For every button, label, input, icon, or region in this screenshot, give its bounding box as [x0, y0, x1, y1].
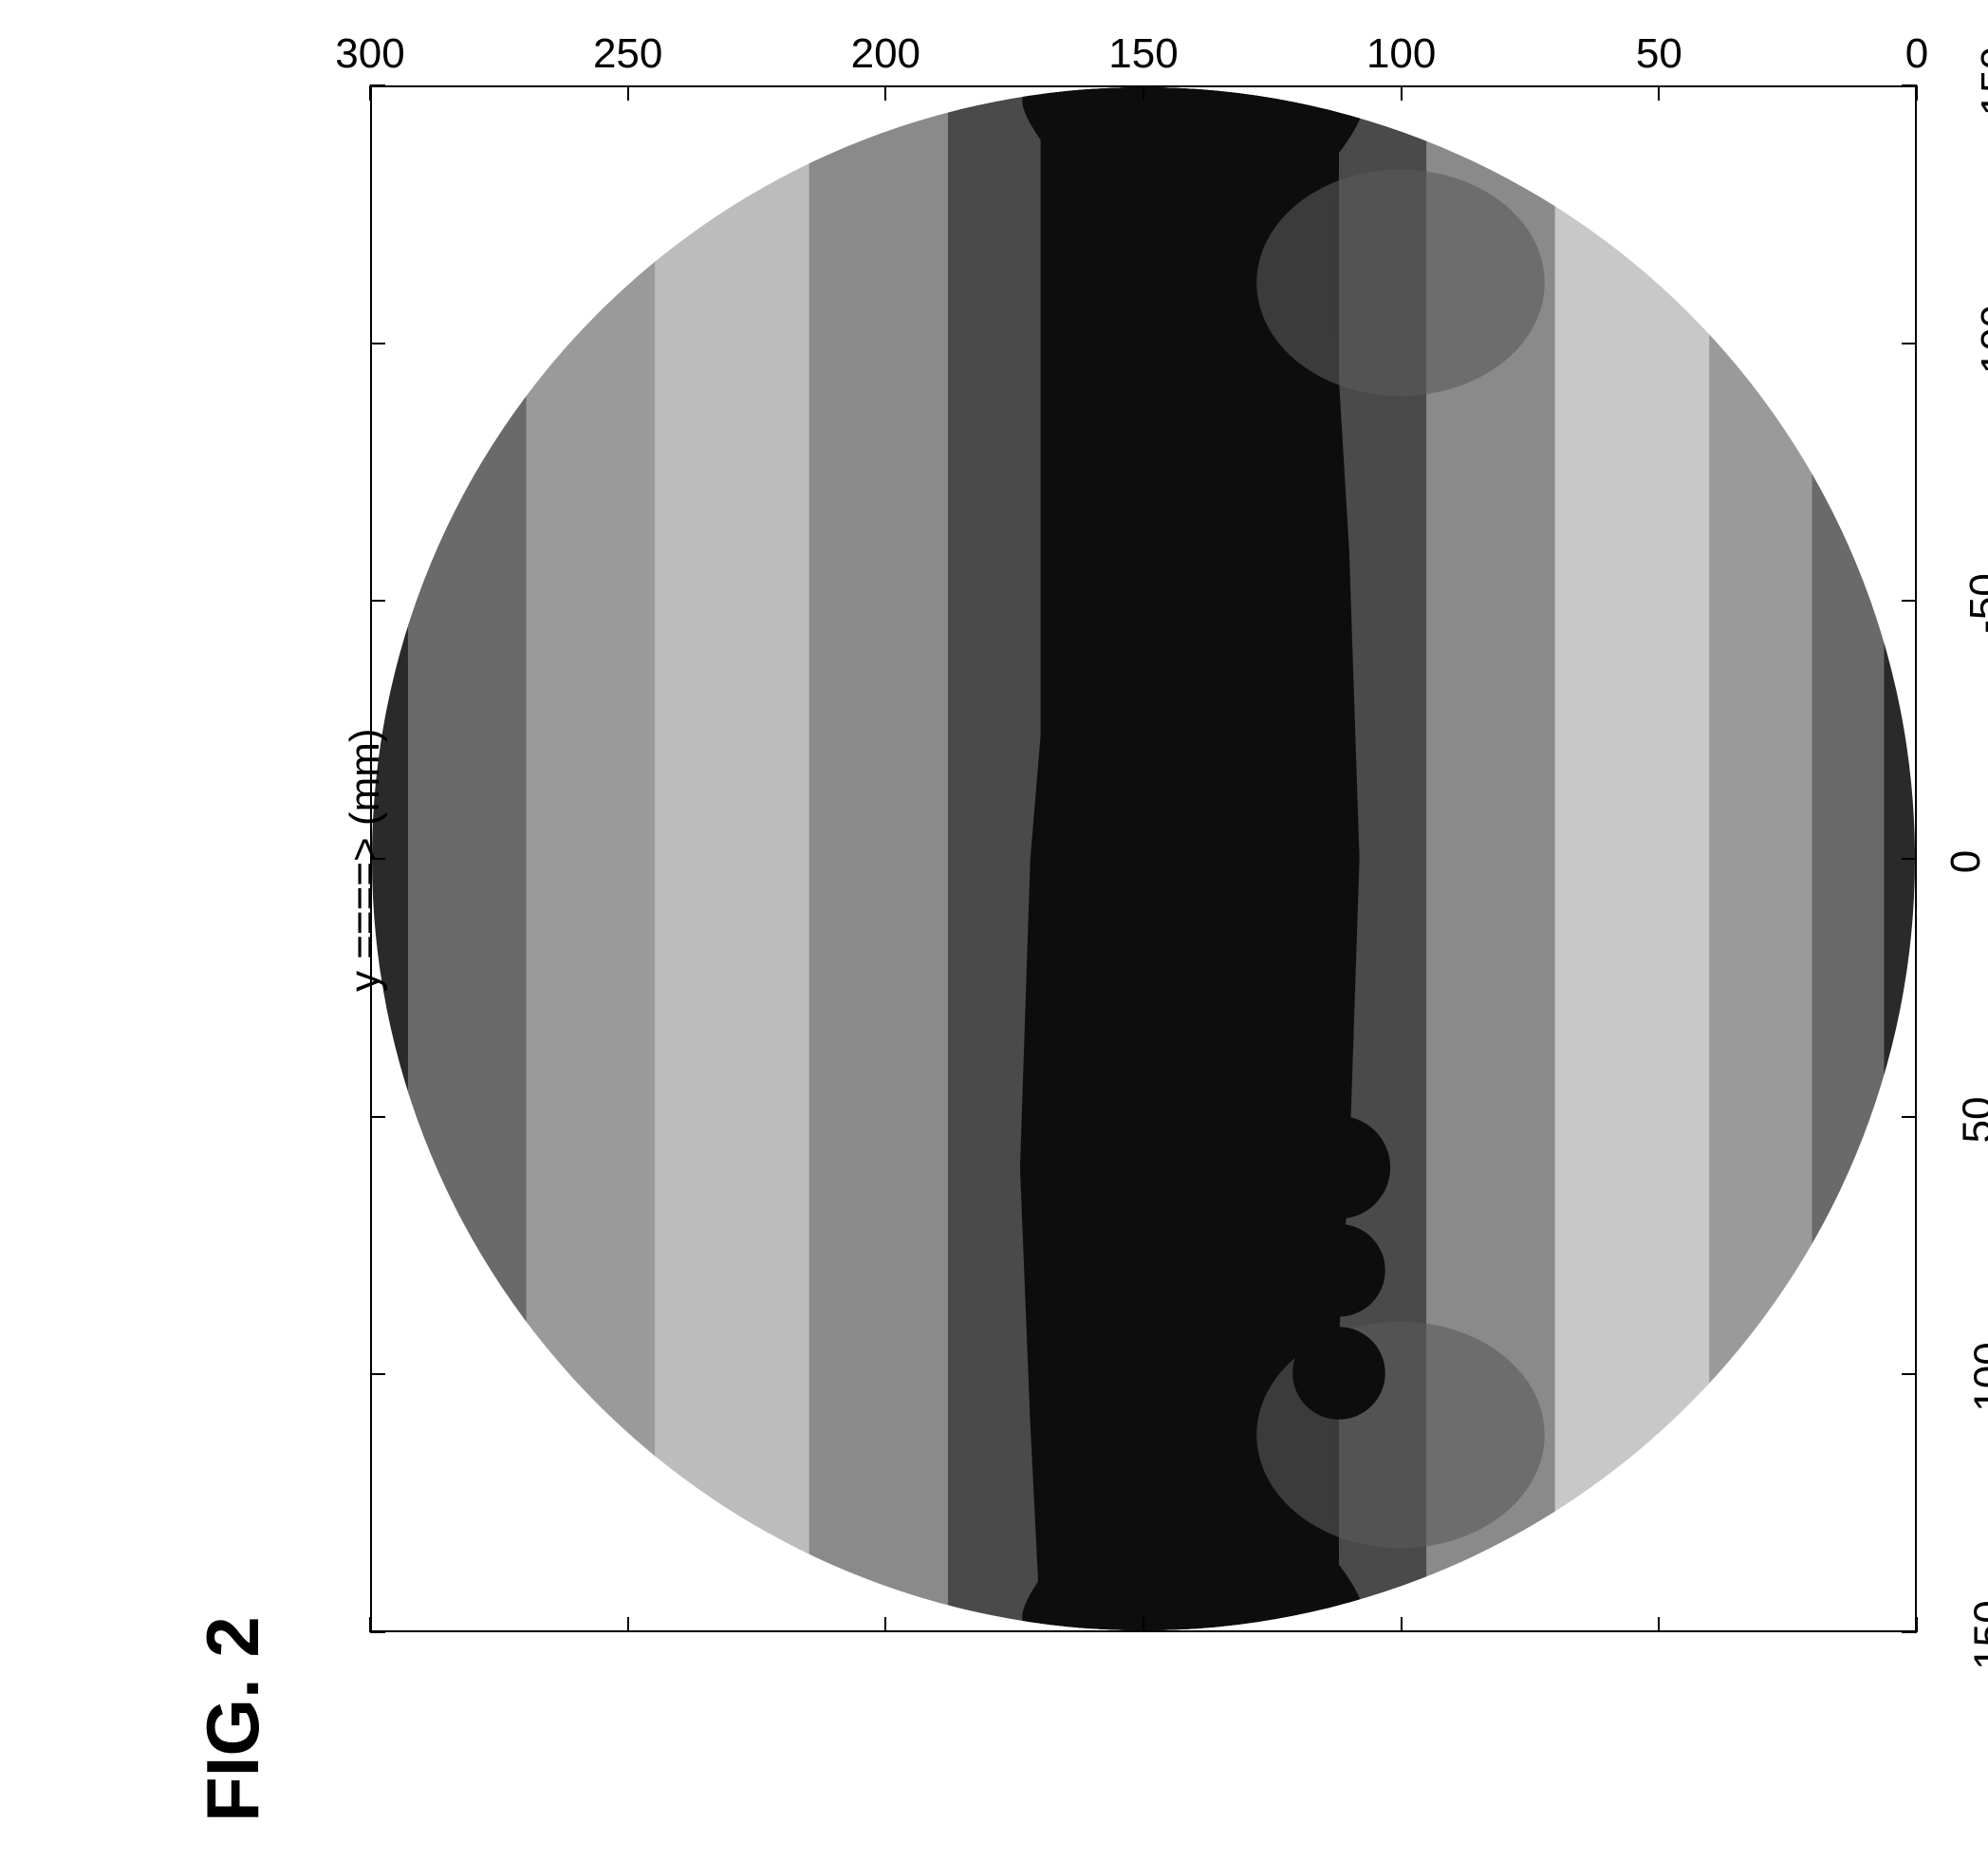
x-tick — [1902, 84, 1917, 86]
y-axis-label: y ====> (mm) — [342, 728, 389, 992]
figure-label: FIG. 2 — [190, 1616, 276, 1822]
contour-band — [655, 87, 810, 1630]
y-tick-label: 250 — [581, 30, 676, 78]
x-tick — [370, 600, 385, 602]
x-tick-label: -50 — [1961, 574, 1988, 635]
x-tick-label: -100 — [1973, 305, 1988, 388]
y-tick-label: 0 — [1869, 30, 1964, 78]
x-tick — [1902, 1373, 1917, 1375]
y-tick — [369, 1617, 371, 1632]
contour-band — [809, 87, 949, 1630]
y-tick — [1143, 85, 1144, 101]
x-tick — [370, 1631, 385, 1633]
y-tick-label: 300 — [323, 30, 418, 78]
x-tick — [1902, 858, 1917, 860]
y-tick-label: 150 — [1096, 30, 1191, 78]
x-tick — [1902, 343, 1917, 344]
y-tick — [884, 1617, 886, 1632]
x-tick-label: 50 — [1954, 1096, 1988, 1143]
x-tick-label: 100 — [1966, 1343, 1988, 1412]
dark-bump — [1288, 1116, 1390, 1218]
y-tick — [1658, 1617, 1660, 1632]
y-tick — [369, 85, 371, 101]
y-tick — [1916, 1617, 1918, 1632]
y-tick — [627, 85, 629, 101]
dark-neck-right — [1022, 1528, 1364, 1630]
dark-neck-left — [1022, 87, 1364, 190]
contour-band — [1555, 87, 1711, 1630]
y-tick-label: 50 — [1611, 30, 1706, 78]
y-tick — [1916, 85, 1918, 101]
y-tick — [884, 85, 886, 101]
contour-band — [1812, 87, 1886, 1630]
contour-band — [527, 87, 656, 1630]
y-tick — [1401, 1617, 1403, 1632]
y-tick — [1401, 85, 1403, 101]
x-tick-label: -150 — [1973, 46, 1988, 130]
contour-band — [1709, 87, 1812, 1630]
y-tick-label: 200 — [838, 30, 933, 78]
x-tick — [370, 1116, 385, 1118]
lobe — [1256, 170, 1545, 396]
contour-plot — [372, 87, 1915, 1630]
x-tick — [1902, 1116, 1917, 1118]
contour-band — [408, 87, 528, 1630]
x-tick — [1902, 1631, 1917, 1633]
x-tick — [1902, 600, 1917, 602]
x-tick — [370, 343, 385, 344]
x-tick — [370, 84, 385, 86]
dark-bump — [1292, 1224, 1385, 1317]
x-tick-label: 0 — [1942, 850, 1988, 873]
x-tick-label: 150 — [1966, 1600, 1988, 1669]
x-tick — [370, 1373, 385, 1375]
y-tick — [1143, 1617, 1144, 1632]
y-tick — [1658, 85, 1660, 101]
plot-area — [370, 85, 1917, 1632]
y-tick-label: 100 — [1354, 30, 1449, 78]
contour-band — [948, 87, 1042, 1630]
y-tick — [627, 1617, 629, 1632]
dark-bump — [1292, 1327, 1385, 1420]
